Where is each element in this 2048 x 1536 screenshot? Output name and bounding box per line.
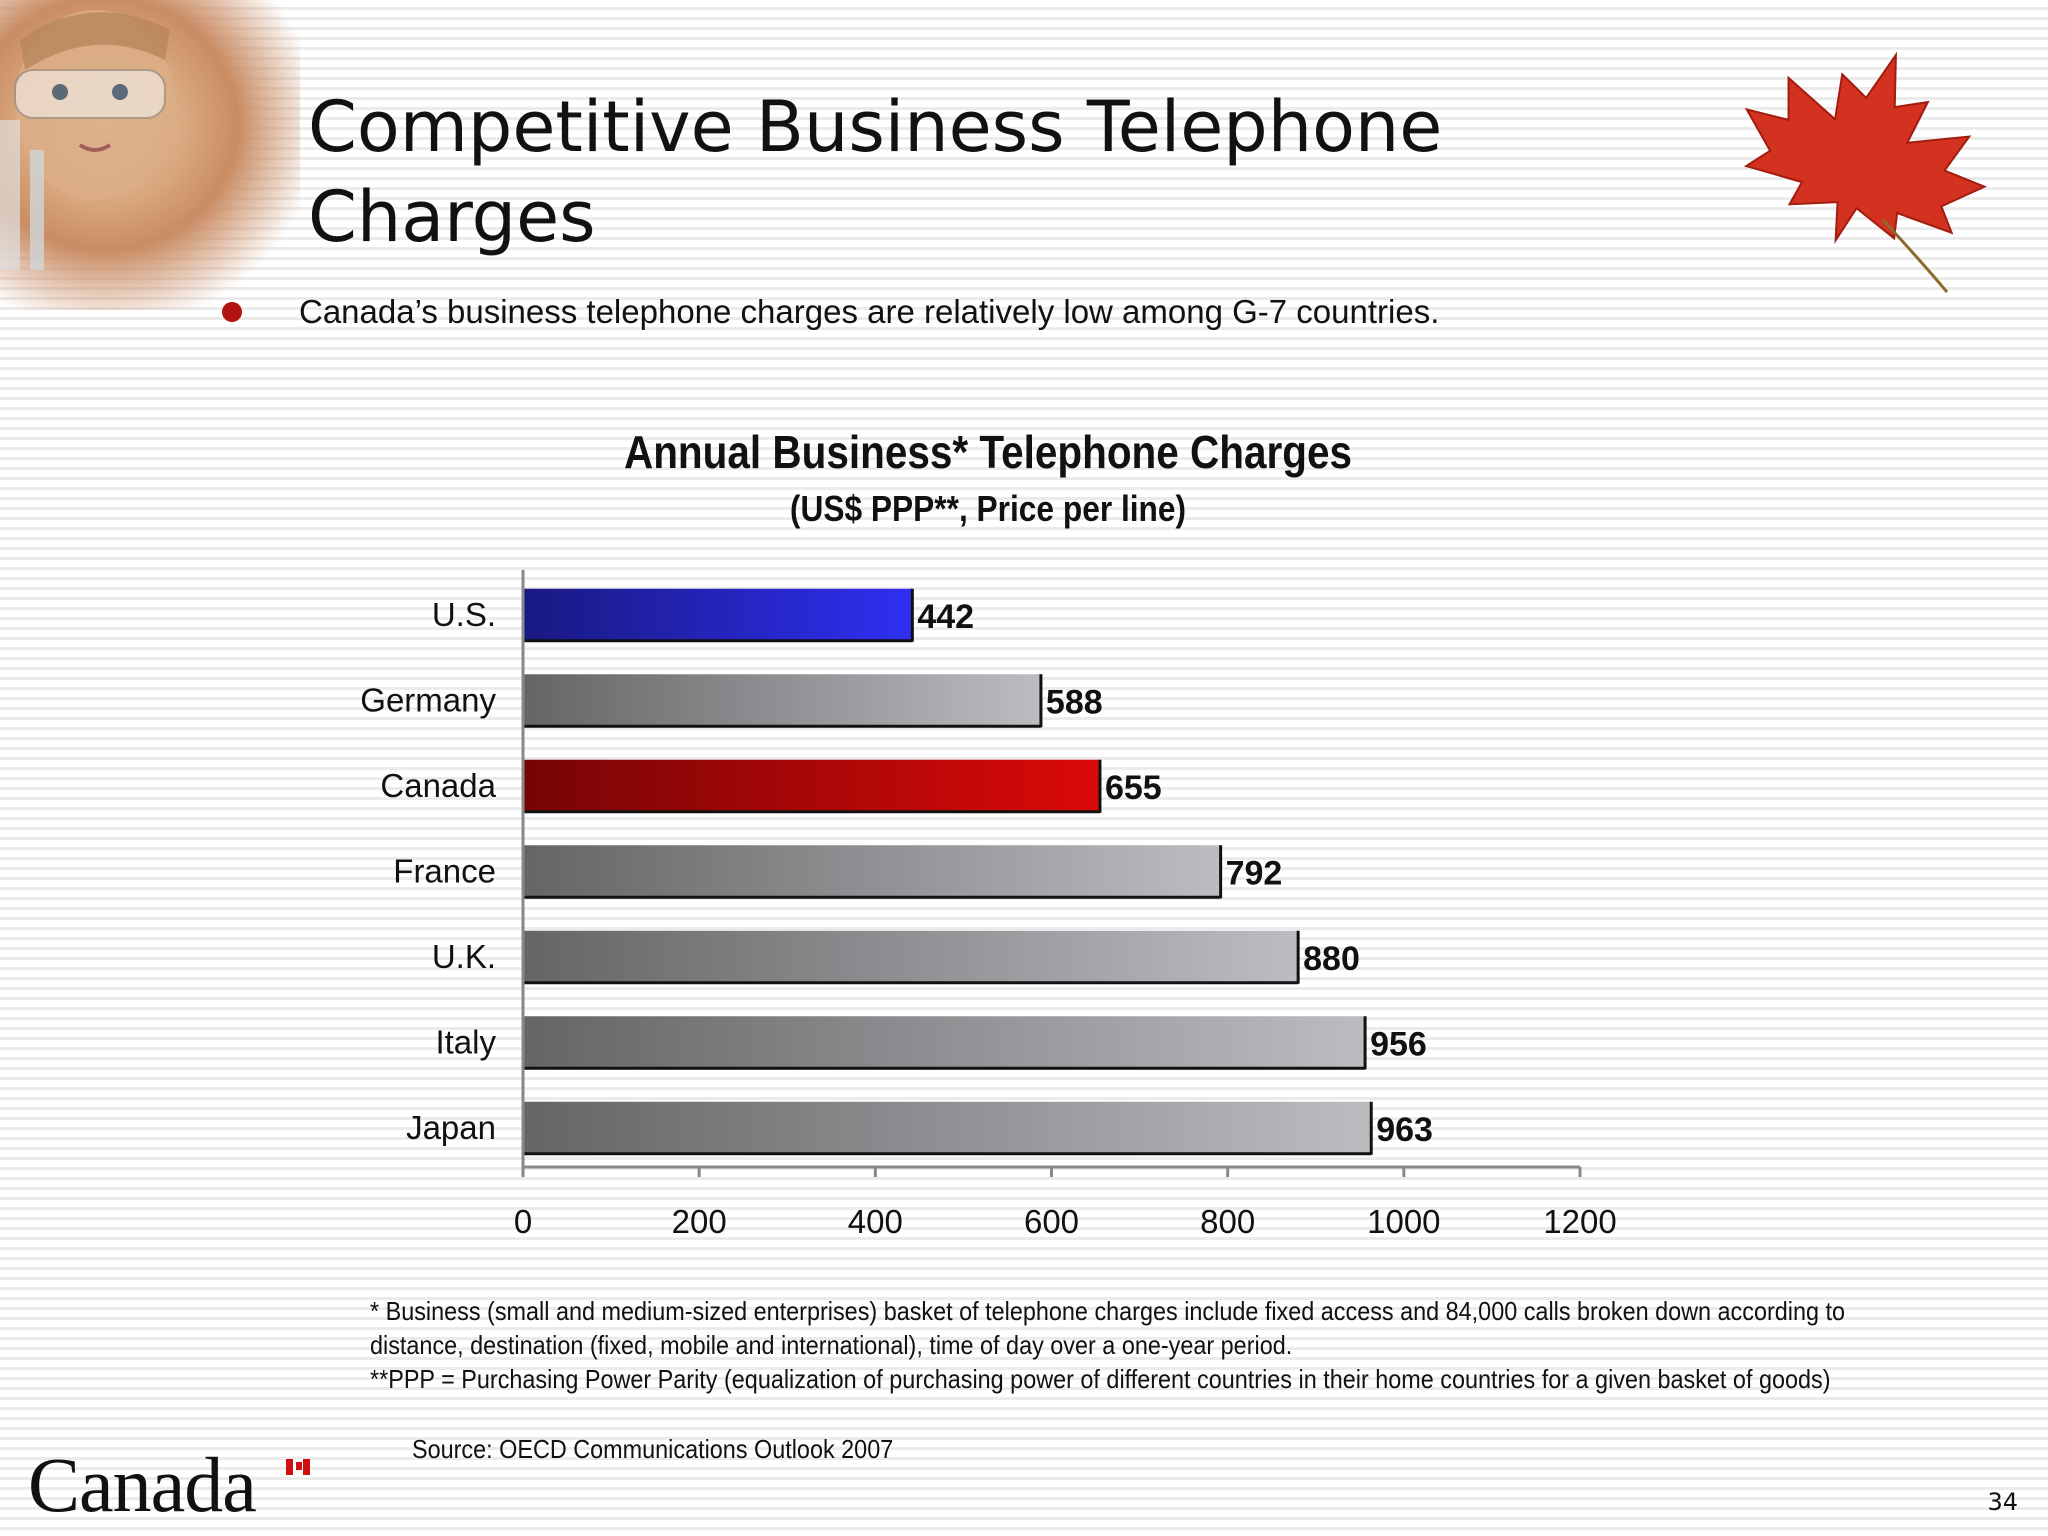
x-tick-label: 1000 <box>1367 1203 1440 1240</box>
x-tick-label: 200 <box>672 1203 727 1240</box>
category-label: Canada <box>380 767 496 804</box>
bar <box>523 588 913 641</box>
data-label: 963 <box>1376 1111 1433 1149</box>
category-label: U.S. <box>432 596 496 633</box>
source-note: Source: OECD Communications Outlook 2007 <box>412 1434 894 1464</box>
data-label: 588 <box>1046 683 1103 721</box>
bar <box>523 930 1299 983</box>
maple-leaf-icon <box>1743 51 1988 293</box>
x-tick-label: 1200 <box>1543 1203 1616 1240</box>
x-tick-label: 400 <box>848 1203 903 1240</box>
bar <box>523 1101 1372 1154</box>
page-number: 34 <box>1987 1488 2018 1516</box>
category-label: U.K. <box>432 938 496 975</box>
footnotes: * Business (small and medium-sized enter… <box>370 1294 1846 1396</box>
data-label: 880 <box>1303 940 1360 978</box>
category-label: Japan <box>406 1109 496 1146</box>
scientist-photo-art <box>0 10 175 270</box>
x-tick-label: 600 <box>1024 1203 1079 1240</box>
x-tick-label: 800 <box>1200 1203 1255 1240</box>
x-tick-label: 0 <box>514 1203 532 1240</box>
footnote-ppp: **PPP = Purchasing Power Parity (equaliz… <box>370 1364 1831 1394</box>
bullet-text: Canada’s business telephone charges are … <box>299 293 1440 330</box>
canada-wordmark-text: Canada <box>28 1441 257 1528</box>
category-label: France <box>393 852 496 889</box>
footnote-business: * Business (small and medium-sized enter… <box>370 1296 1846 1326</box>
chart-subtitle: (US$ PPP**, Price per line) <box>789 488 1187 529</box>
bullet-dot-icon <box>222 302 242 322</box>
footnote-business-continued: distance, destination (fixed, mobile and… <box>370 1330 1293 1360</box>
scientist-photo <box>0 0 300 310</box>
data-label: 792 <box>1226 854 1283 892</box>
data-label: 442 <box>917 598 974 636</box>
data-label: 956 <box>1370 1025 1427 1063</box>
chart-title: Annual Business* Telephone Charges <box>623 426 1353 478</box>
canada-wordmark-logo: Canada <box>28 1441 310 1528</box>
bar <box>523 845 1221 898</box>
category-label: Germany <box>360 681 496 718</box>
canada-flag-icon <box>286 1459 310 1475</box>
bar <box>523 759 1100 812</box>
bar <box>523 1016 1366 1069</box>
bar <box>523 674 1041 727</box>
data-label: 655 <box>1105 769 1162 807</box>
category-label: Italy <box>435 1023 496 1060</box>
bullet-point: Canada’s business telephone charges are … <box>222 290 1922 338</box>
slide-title: Competitive Business Telephone Charges <box>308 86 1443 258</box>
